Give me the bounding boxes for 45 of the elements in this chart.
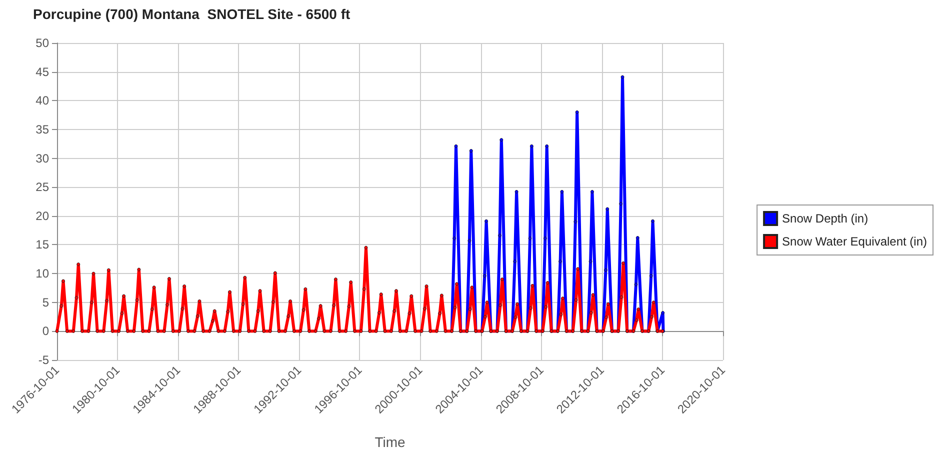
y-tick-label: -5 [38,353,50,367]
y-tick-label: 5 [42,295,50,310]
point [543,236,547,240]
point [604,268,608,272]
y-tick-label: 20 [36,208,50,223]
y-tick-label: 45 [36,64,50,79]
point [590,190,594,194]
point [545,144,549,148]
point [651,219,655,223]
y-tick-label: 25 [36,180,50,194]
point [513,260,517,264]
point [452,236,456,240]
y-tick-label: 0 [42,324,50,338]
point [558,260,562,264]
point [468,238,472,242]
legend-label: Snow Water Equivalent (in) [782,234,928,248]
point [649,274,653,278]
y-tick-label: 40 [36,94,50,108]
chart-title: Porcupine (700) Montana SNOTEL Site - 6500 ft [33,6,350,22]
point [500,138,504,142]
point [575,110,579,114]
point [498,234,502,238]
point [574,220,578,224]
point [528,236,532,240]
x-axis-title: Time [374,434,406,450]
y-tick-label: 10 [36,266,50,281]
point [619,202,623,206]
point [482,274,486,278]
point [588,260,592,264]
point [620,75,624,79]
point [634,282,638,286]
y-tick-label: 50 [36,36,50,50]
point [560,190,564,194]
point [454,144,458,148]
point [530,144,534,148]
point [469,149,473,153]
y-tick-label: 15 [36,238,50,252]
y-tick-label: 35 [36,122,50,136]
point [661,310,665,314]
point [484,219,488,223]
y-tick-label: 30 [36,151,50,166]
point [514,190,518,194]
point [636,236,640,240]
legend-label: Snow Depth (in) [782,212,868,226]
point [606,207,610,211]
